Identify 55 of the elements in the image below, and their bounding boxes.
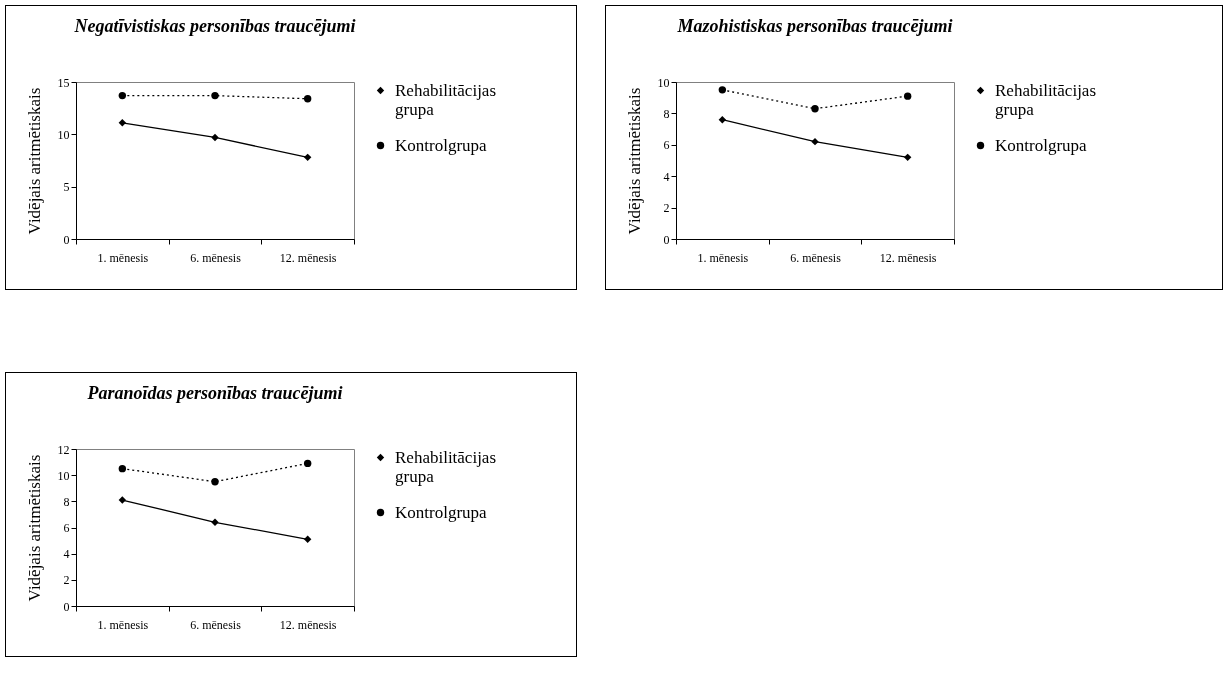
y-tick-label: 2 xyxy=(63,573,70,588)
y-tick-label: 8 xyxy=(63,494,70,509)
y-tick-label: 8 xyxy=(663,106,670,121)
point xyxy=(211,478,219,486)
point xyxy=(303,153,312,162)
x-tick-label: 1. mēnesis xyxy=(697,250,749,265)
y-tick-label: 10 xyxy=(657,75,670,90)
chart-title: Negatīvistiskas personības traucējumi xyxy=(73,16,356,36)
chart-title: Paranoīdas personības traucējumi xyxy=(86,383,343,403)
y-tick-label: 0 xyxy=(663,232,670,247)
y-tick-label: 0 xyxy=(63,232,70,247)
y-axis-title: Vidējais aritmētiskais xyxy=(624,87,644,235)
y-tick-label: 6 xyxy=(663,138,670,153)
y-tick-label: 6 xyxy=(63,521,70,535)
x-tick-label: 1. mēnesis xyxy=(97,617,149,632)
y-axis-title: Vidējais aritmētiskais xyxy=(24,454,44,602)
y-tick-label: 10 xyxy=(57,127,70,142)
legend-label: Kontrolgrupa xyxy=(395,502,488,522)
x-tick-label: 6. mēnesis xyxy=(190,250,242,265)
point xyxy=(811,137,819,146)
y-tick-label: 5 xyxy=(63,180,70,195)
point xyxy=(118,91,127,100)
y-tick-label: 4 xyxy=(63,547,70,562)
point xyxy=(718,115,727,124)
y-tick-label: 15 xyxy=(57,75,70,90)
point xyxy=(118,464,127,473)
x-tick-label: 12. mēnesis xyxy=(279,250,337,265)
point xyxy=(811,104,819,113)
x-tick-label: 12. mēnesis xyxy=(879,250,937,265)
chart-title: Mazohistiskas personības traucējumi xyxy=(676,16,953,36)
y-axis-title: Vidējais aritmētiskais xyxy=(24,87,44,235)
legend-label: Rehabilitācijas grupa xyxy=(395,80,497,119)
x-tick-label: 6. mēnesis xyxy=(190,617,242,632)
x-tick-label: 1. mēnesis xyxy=(97,250,149,265)
y-tick-label: 0 xyxy=(63,599,70,614)
y-tick-label: 10 xyxy=(57,468,70,483)
y-tick-label: 2 xyxy=(663,201,670,216)
point xyxy=(303,535,312,543)
point xyxy=(903,153,912,162)
legend-label: Rehabilitācijas grupa xyxy=(995,80,1097,119)
point xyxy=(211,91,219,100)
point xyxy=(118,119,127,127)
point xyxy=(303,95,312,103)
legend-label: Kontrolgrupa xyxy=(995,135,1088,155)
point xyxy=(903,92,912,100)
x-tick-label: 6. mēnesis xyxy=(790,250,842,265)
point xyxy=(718,86,727,94)
y-tick-label: 12 xyxy=(57,442,70,457)
legend-label: Kontrolgrupa xyxy=(395,135,488,155)
point xyxy=(211,133,219,142)
x-tick-label: 12. mēnesis xyxy=(279,617,337,632)
legend-label: Rehabilitācijas grupa xyxy=(395,447,497,486)
y-tick-label: 4 xyxy=(663,169,670,184)
point xyxy=(118,496,127,504)
point xyxy=(303,459,312,468)
